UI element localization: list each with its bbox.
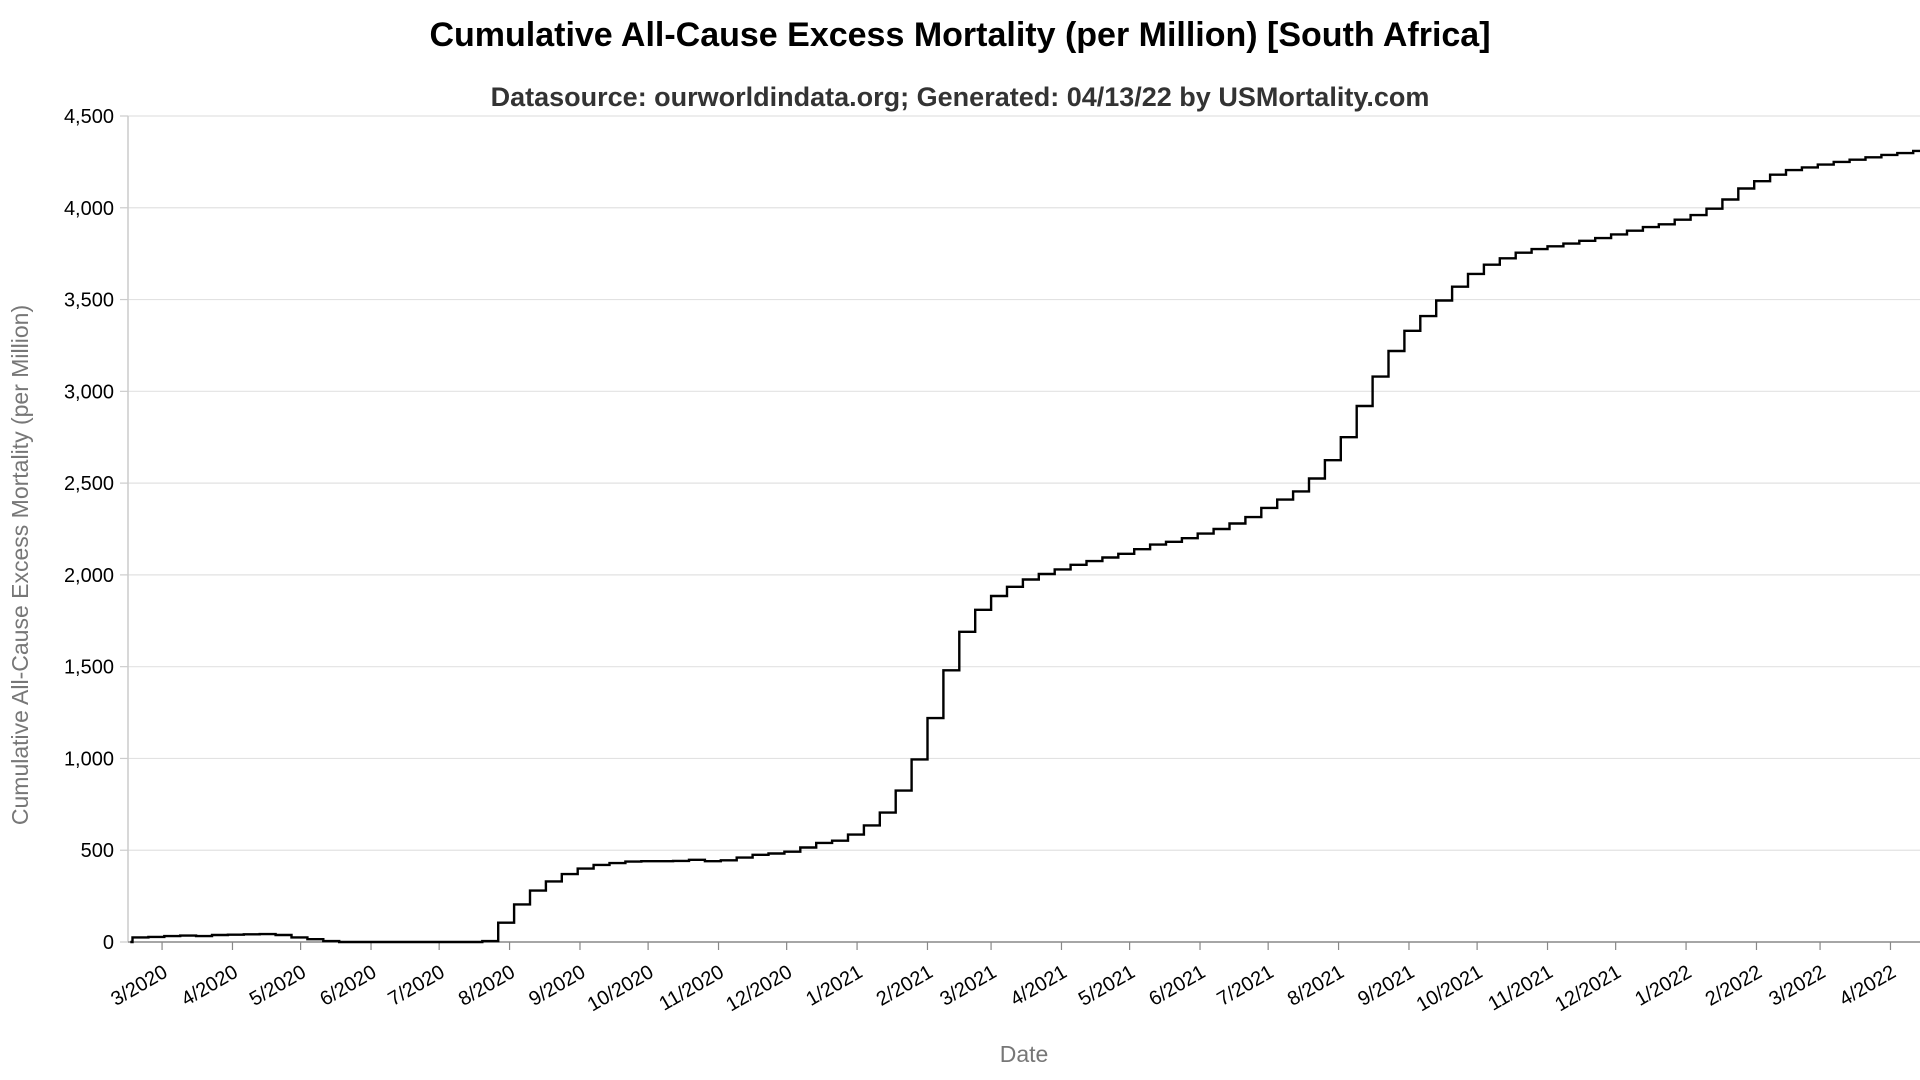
x-tick-label: 11/2021: [1484, 961, 1556, 1015]
x-tick-label: 5/2021: [1075, 961, 1139, 1011]
x-tick-label: 4/2021: [1007, 961, 1071, 1011]
x-tick-label: 9/2021: [1354, 961, 1418, 1011]
x-tick-label: 3/2020: [107, 961, 171, 1011]
x-tick-label: 4/2020: [178, 961, 242, 1011]
x-tick-label: 8/2020: [455, 961, 519, 1011]
x-tick-label: 9/2020: [525, 961, 589, 1011]
y-axis-ticks: 0 500 1,000 1,500 2,000 2,500 3,000 3,500 4,000 4…: [64, 106, 128, 954]
x-tick-label: 10/2020: [584, 961, 658, 1016]
y-tick-label: 3,000: [64, 381, 114, 403]
y-tick-label: 1,000: [64, 748, 114, 770]
y-tick-label: 2,000: [64, 565, 114, 587]
series-line: [130, 149, 1920, 944]
y-tick-label: 0: [103, 932, 114, 954]
x-axis-ticks: 3/2020 4/2020 5/2020 6/2020 7/2020 8/2020 9/20…: [107, 942, 1900, 1016]
x-tick-label: 8/2021: [1284, 961, 1348, 1011]
y-tick-label: 1,500: [64, 657, 114, 679]
x-tick-label: 7/2021: [1213, 961, 1277, 1011]
x-tick-label: 12/2020: [722, 961, 796, 1016]
y-axis-label: Cumulative All-Cause Excess Mortality (p…: [7, 305, 33, 825]
chart-title: Cumulative All-Cause Excess Mortality (p…: [429, 16, 1491, 54]
x-tick-label: 2/2022: [1702, 961, 1766, 1011]
x-tick-label: 12/2021: [1551, 961, 1625, 1016]
x-tick-label: 6/2021: [1145, 961, 1209, 1011]
x-tick-label: 2/2021: [873, 961, 937, 1011]
y-tick-label: 4,000: [64, 198, 114, 220]
x-tick-label: 10/2021: [1413, 961, 1487, 1016]
x-tick-label: 5/2020: [246, 961, 310, 1011]
x-tick-label: 7/2020: [384, 961, 448, 1011]
x-axis-label: Date: [1000, 1041, 1049, 1067]
gridlines: [128, 115, 1920, 851]
y-tick-label: 2,500: [64, 473, 114, 495]
y-tick-label: 4,500: [64, 106, 114, 128]
y-tick-label: 3,500: [64, 290, 114, 312]
x-tick-label: 3/2022: [1765, 961, 1829, 1011]
x-tick-label: 6/2020: [316, 961, 380, 1011]
chart-subtitle: Datasource: ourworldindata.org; Generate…: [490, 82, 1430, 112]
x-tick-label: 1/2022: [1631, 961, 1695, 1011]
series-group: [130, 149, 1920, 944]
x-tick-label: 1/2021: [802, 961, 866, 1011]
x-tick-label: 4/2022: [1836, 961, 1900, 1011]
y-tick-label: 500: [81, 840, 114, 862]
x-tick-label: 3/2021: [936, 961, 1000, 1011]
x-tick-label: 11/2020: [655, 961, 727, 1015]
